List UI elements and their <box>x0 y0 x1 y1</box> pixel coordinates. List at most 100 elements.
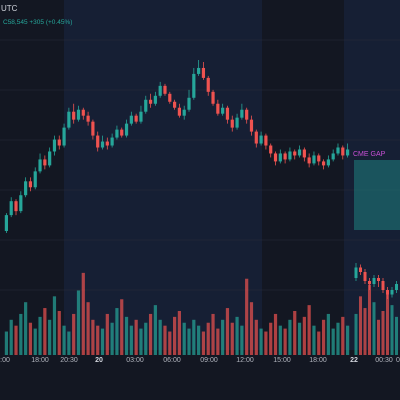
volume-bar <box>86 302 90 355</box>
candle-body <box>100 141 105 148</box>
volume-bar <box>72 313 76 355</box>
volume-bar <box>230 322 234 355</box>
time-axis-label: :00 <box>0 357 10 364</box>
candle-body <box>359 267 362 272</box>
price-readout: C58,545 +305 (+0.45%) <box>3 19 72 26</box>
volume-bar <box>110 322 114 355</box>
candle-body <box>24 181 28 196</box>
time-axis-label: 00:30 <box>375 357 393 364</box>
candle-body <box>341 147 345 156</box>
volume-bar <box>115 308 119 355</box>
volume-bar <box>293 311 297 355</box>
candle-body <box>221 107 225 114</box>
candle-body <box>163 85 167 94</box>
last-price: C58,545 <box>3 19 28 26</box>
volume-bar <box>24 302 28 355</box>
volume-bar <box>390 305 394 355</box>
volume-bar <box>172 316 177 355</box>
candle-body <box>345 149 350 156</box>
volume-bar <box>211 313 215 355</box>
candle-body <box>43 159 47 166</box>
candle-body <box>278 153 282 162</box>
time-axis-label: 06:00 <box>163 357 181 364</box>
candle-body <box>4 215 9 232</box>
candle-body <box>48 151 52 166</box>
candle-body <box>76 109 81 120</box>
time-axis-label: 15:00 <box>273 357 291 364</box>
volume-bar <box>96 325 100 355</box>
volume-bar <box>221 319 225 355</box>
price-change: +305 (+0.45%) <box>29 19 73 26</box>
volume-bar <box>269 322 273 355</box>
volume-bar <box>197 325 201 355</box>
volume-bar <box>206 322 210 355</box>
volume-bar <box>245 278 249 355</box>
volume-bar <box>240 325 244 355</box>
volume-bar <box>182 322 186 355</box>
candle-body <box>216 103 220 114</box>
volume-bar <box>62 325 66 355</box>
candle-body <box>96 135 100 148</box>
volume-bar <box>345 325 350 355</box>
candle-body <box>110 137 114 146</box>
candle-body <box>273 153 278 162</box>
time-axis[interactable]: :00 18:00 20:30 20 03:00 06:00 09:00 12:00 15:00… <box>0 357 400 371</box>
volume-bar <box>9 319 13 355</box>
candle-body <box>67 111 71 128</box>
candle-body <box>363 272 367 281</box>
volume-bar <box>76 290 81 355</box>
candle-body <box>168 93 172 102</box>
volume-bar <box>14 325 18 355</box>
volume-bar <box>48 319 52 355</box>
time-axis-label: 03:00 <box>126 357 144 364</box>
volume-bar <box>201 331 206 355</box>
candle-body <box>288 151 292 160</box>
candle-body <box>331 153 335 160</box>
volume-bar <box>28 322 33 355</box>
candle-body <box>57 139 61 146</box>
candle-body <box>230 119 234 128</box>
candle-body <box>148 99 153 104</box>
candle-body <box>14 201 18 212</box>
volume-bar <box>283 328 287 355</box>
candle-body <box>297 149 302 156</box>
candle-body <box>354 267 358 278</box>
candle-body <box>235 117 239 128</box>
candle-body <box>225 107 230 120</box>
volume-bar <box>336 322 340 355</box>
volume-bar <box>372 302 376 355</box>
candle-body <box>86 115 90 122</box>
volume-bar <box>363 308 367 355</box>
volume-bar <box>307 305 311 355</box>
volume-bar <box>278 325 282 355</box>
volume-bar <box>249 302 254 355</box>
candle-body <box>182 109 186 116</box>
candle-body <box>302 149 306 158</box>
candle-body <box>124 123 129 136</box>
candle-body <box>264 135 268 146</box>
candle-body <box>72 111 76 120</box>
candle-body <box>254 131 258 144</box>
candle-body <box>206 77 210 92</box>
volume-bar <box>57 311 61 355</box>
candle-body <box>158 85 162 96</box>
candle-body <box>172 101 177 108</box>
candle-body <box>317 155 321 162</box>
time-axis-label: 22 <box>350 357 358 364</box>
candle-body <box>9 201 13 216</box>
volume-bar <box>33 328 37 355</box>
volume-bar <box>259 328 263 355</box>
time-axis-label: 20:30 <box>60 357 78 364</box>
candle-body <box>381 281 385 290</box>
volume-bar <box>225 308 230 355</box>
candle-body <box>368 281 371 284</box>
volume-bar <box>43 308 47 355</box>
candle-body <box>81 109 85 116</box>
time-axis-label: 12:00 <box>236 357 254 364</box>
candle-body <box>336 147 340 154</box>
candle-body <box>153 95 157 104</box>
volume-bar <box>91 319 95 355</box>
volume-bar <box>153 305 157 355</box>
